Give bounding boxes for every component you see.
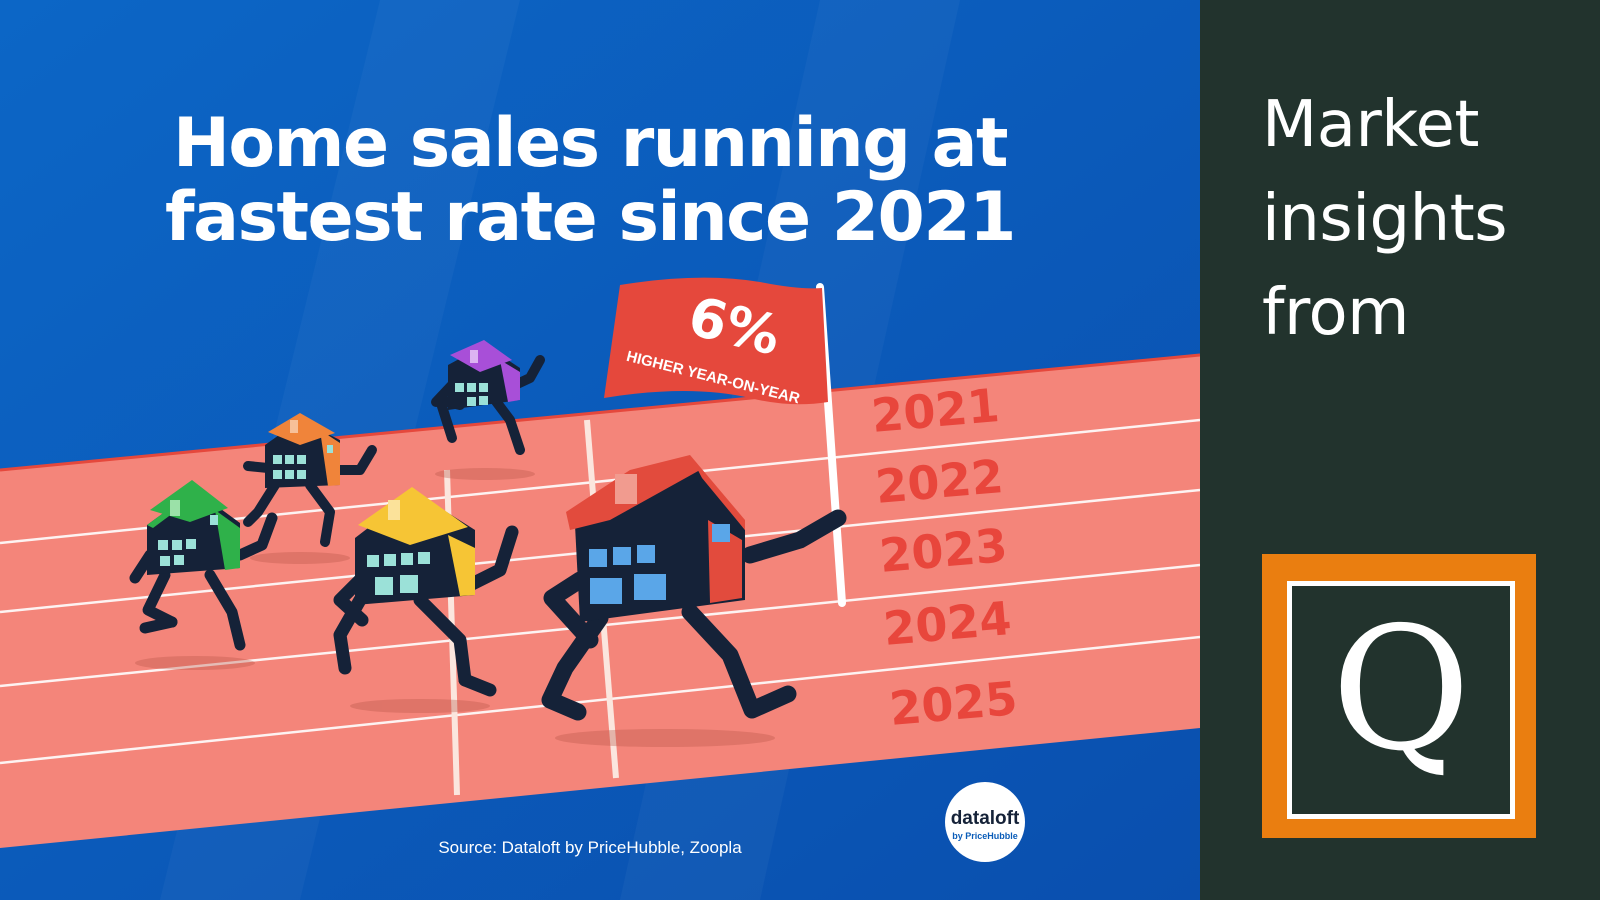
badge-tagline: by PriceHubble bbox=[952, 831, 1018, 841]
headline-line-1: Home sales running at bbox=[173, 104, 1008, 183]
side-title-line-2: insights bbox=[1262, 182, 1508, 256]
finish-flag: 6% HIGHER YEAR-ON-YEAR bbox=[604, 277, 846, 607]
orange-house-runner bbox=[243, 445, 377, 547]
q-logo: Q bbox=[1262, 554, 1536, 838]
q-logo-frame: Q bbox=[1287, 581, 1515, 819]
side-title-line-1: Market bbox=[1262, 88, 1480, 162]
lane-year-label: 2025 bbox=[887, 671, 1019, 736]
badge-name: dataloft bbox=[951, 808, 1020, 829]
infographic-panel: 2021 2022 2023 2024 2025 6% HIGHER YEAR-… bbox=[0, 0, 1200, 900]
lane-year-label: 2022 bbox=[873, 449, 1005, 514]
dataloft-badge: dataloft by PriceHubble bbox=[945, 782, 1025, 862]
red-house-runner bbox=[541, 509, 847, 721]
race-illustration: 2021 2022 2023 2024 2025 6% HIGHER YEAR-… bbox=[0, 0, 1200, 900]
lane-year-label: 2021 bbox=[869, 378, 1001, 443]
headline-line-2: fastest rate since 2021 bbox=[165, 178, 1017, 257]
lane-year-label: 2023 bbox=[877, 518, 1009, 583]
lane-year-label: 2024 bbox=[881, 591, 1013, 656]
source-note: Source: Dataloft by PriceHubble, Zoopla bbox=[438, 838, 742, 857]
side-panel: Market insights from Q bbox=[1200, 0, 1600, 900]
yellow-house-runner bbox=[333, 525, 519, 697]
side-title-line-3: from bbox=[1262, 276, 1409, 350]
q-logo-letter: Q bbox=[1331, 591, 1471, 789]
